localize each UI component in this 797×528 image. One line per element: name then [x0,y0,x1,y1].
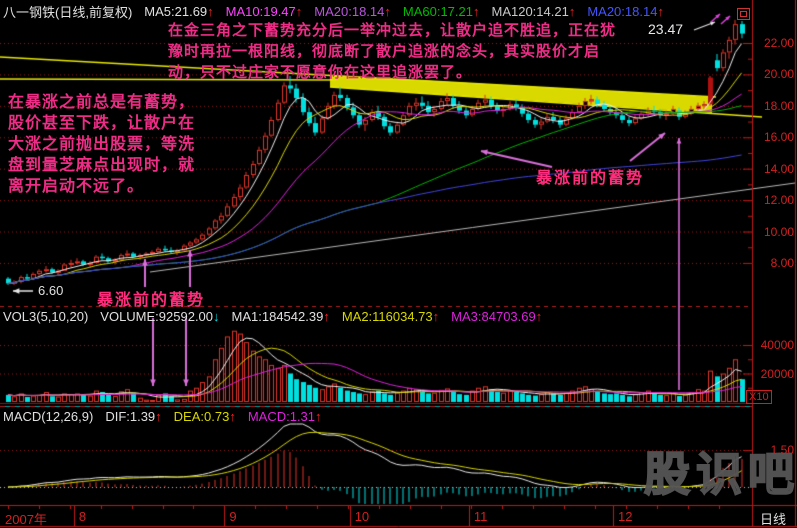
price-tick-label: 8.00 [770,255,794,270]
price-tick-label: 20.00 [763,67,794,82]
date-axis-month-label: 12 [618,509,633,524]
volume-legend-item: VOLUME:92592.00↓ [100,309,220,324]
volume-tick-label: 40000 [760,338,794,352]
date-axis-month-label: 9 [229,509,237,524]
macd-legend-item: MACD:1.31↑ [247,409,322,424]
price-tick-label: 22.00 [763,36,794,50]
accumulation-label-1: 暴涨前的蓄势 [97,292,206,309]
macd-legend: DIF:1.39↑ DEA:0.73↑ MACD:1.31↑ [105,409,321,424]
accumulation-label-2: 暴涨前的蓄势 [536,170,645,187]
up-arrow-icon: ↑ [229,409,236,424]
period-label: 日线 [760,512,787,527]
price-tick-label: 16.00 [763,130,794,145]
up-arrow-icon: ↑ [207,4,214,19]
up-arrow-icon: ↑ [315,409,322,424]
up-arrow-icon: ↑ [155,409,162,424]
down-arrow-icon: ↓ [213,309,220,324]
price-tick-label: 12.00 [763,193,794,208]
macd-legend-item: DEA:0.73↑ [173,409,236,424]
up-arrow-icon: ↑ [657,4,664,19]
ma-legend-item: MA10:19.47↑ [225,4,303,19]
annotation-line: 在暴涨之前总是有蓄势， [8,94,196,111]
price-tick-label: 18.00 [763,98,794,113]
ma-legend-item: MA60:17.21↑ [402,4,480,19]
annotation-line: 盘到量芝麻点出现时，就 [8,157,196,174]
date-axis-month-label: 11 [473,509,488,524]
price-tick-label: 14.00 [763,161,794,176]
date-axis-year: 2007年 [5,512,47,527]
annotation-line: 动，只不过庄家不愿意你在这里追涨罢了。 [168,64,473,81]
ma-legend: MA5:21.69↑ MA10:19.47↑ MA20:18.14↑ MA60:17.… [144,4,664,19]
annotation-line: 离开启动不远了。 [8,178,145,195]
annotation-paragraph-top: 在金三角之下蓄势充分后一举冲过去，让散户追不胜追，正在犹 豫时再拉一根阳线，彻底… [168,20,616,83]
watermark: 股识吧 [643,447,797,501]
up-arrow-icon: ↑ [384,4,391,19]
up-arrow-icon: ↑ [295,4,303,19]
volume-tick-label: 20000 [760,366,794,381]
annotation-line: 股价甚至下跌，让散户在 [8,115,196,132]
ma-legend-item: MA20:18.14↑ [587,4,664,19]
volume-legend-item: MA3:84703.69↑ [451,309,543,324]
macd-tick-label: 1.50 [770,442,794,457]
high-price-label: 23.47 [648,21,684,37]
up-arrow-icon: ↑ [472,4,480,19]
ma-legend-item: MA20:18.14↑ [314,4,391,19]
volume-legend: VOLUME:92592.00↓ MA1:184542.39↑ MA2:116034… [100,309,542,324]
macd-indicator-header: MACD(12,26,9) DIF:1.39↑ DEA:0.73↑ MACD:1.3… [3,409,322,424]
restore-window-icon[interactable] [737,8,750,20]
volume-indicator-header: VOL3(5,10,20) VOLUME:92592.00↓ MA1:184542… [3,309,542,324]
price-tick-label: 10.00 [763,224,794,239]
date-axis-month-label: 8 [78,509,87,524]
volume-indicator-name: VOL3(5,10,20) [3,309,89,324]
annotation-line: 豫时再拉一根阳线，彻底断了散户追涨的念头，其实股价才启 [168,43,601,60]
annotation-line: 大涨之前抛出股票，等洗 [8,136,196,153]
volume-multiplier-label: X10 [746,390,772,404]
ma-legend-item: MA120:14.21↑ [491,4,576,19]
up-arrow-icon: ↑ [535,309,543,324]
stock-title: 八一钢铁(日线,前复权) [3,5,133,20]
up-arrow-icon: ↑ [323,309,330,324]
annotation-paragraph-left: 在暴涨之前总是有蓄势， 股价甚至下跌，让散户在 大涨之前抛出股票，等洗 盘到量芝… [8,92,195,197]
annotation-line: 在金三角之下蓄势充分后一举冲过去，让散户追不胜追，正在犹 [168,22,617,39]
macd-legend-item: DIF:1.39↑ [105,409,162,424]
ma-legend-item: MA5:21.69↑ [144,4,214,19]
low-price-label: 6.60 [38,283,64,298]
main-indicator-header: 八一钢铁(日线,前复权) MA5:21.69↑ MA10:19.47↑ MA20:1… [3,2,664,21]
up-arrow-icon: ↑ [432,309,440,324]
volume-legend-item: MA1:184542.39↑ [231,309,330,324]
volume-legend-item: MA2:116034.73↑ [341,309,440,324]
date-axis-month-label: 10 [354,509,370,524]
macd-indicator-name: MACD(12,26,9) [3,409,94,424]
up-arrow-icon: ↑ [568,4,576,19]
